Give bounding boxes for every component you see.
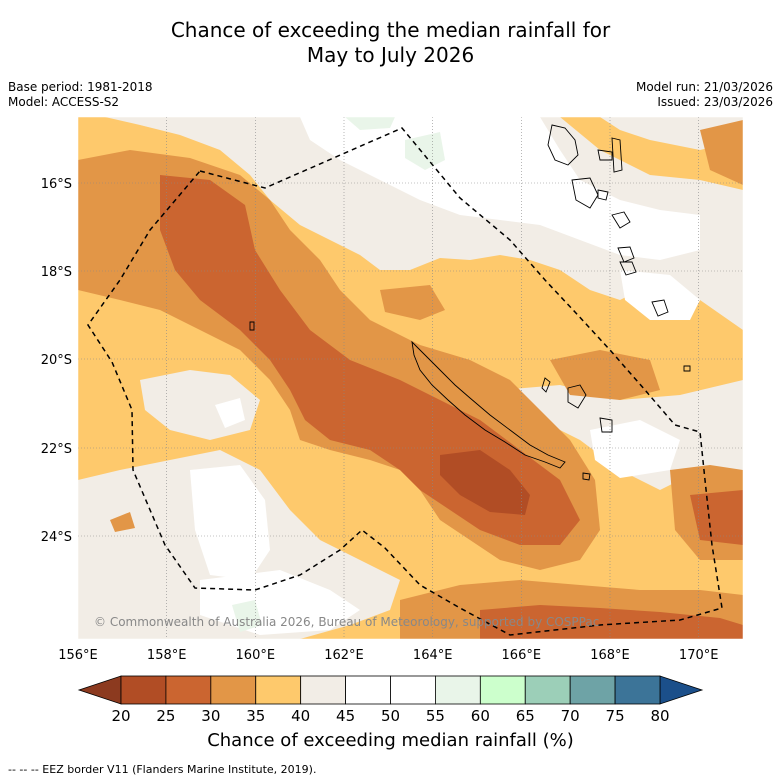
vanuatu-efate-outline xyxy=(611,211,631,229)
matthew-island-outline xyxy=(651,299,669,317)
vanuatu-tanna-outline xyxy=(619,261,637,276)
vanuatu-banks-outline xyxy=(597,149,613,161)
rainfall-probability-field xyxy=(78,117,743,639)
chart-title: Chance of exceeding the median rainfall … xyxy=(0,18,781,68)
title-line-2: May to July 2026 xyxy=(306,43,475,67)
band-55-60-north-2 xyxy=(405,132,445,170)
colorbar-swatch-40-45 xyxy=(300,675,346,705)
band-45-55-north-2 xyxy=(620,270,700,320)
copyright-notice: © Commonwealth of Australia 2026, Bureau… xyxy=(94,615,599,629)
lon-label-166: 166°E xyxy=(502,648,542,663)
colorbar: 20 25 30 35 40 45 50 55 60 65 70 75 80 xyxy=(77,675,704,725)
colorbar-tick-50: 50 xyxy=(381,707,400,725)
vanuatu-espiritu-santo-outline xyxy=(547,124,579,166)
colorbar-swatch-70-75 xyxy=(569,675,616,705)
colorbar-tick-40: 40 xyxy=(291,707,310,725)
colorbar-tick-75: 75 xyxy=(606,707,625,725)
lon-label-158: 158°E xyxy=(147,648,187,663)
colorbar-tick-20: 20 xyxy=(111,707,130,725)
model-name: Model: ACCESS-S2 xyxy=(8,95,120,109)
colorbar-tick-35: 35 xyxy=(246,707,265,725)
colorbar-swatch-55-60 xyxy=(435,675,481,705)
chesterfield-outline xyxy=(249,321,255,331)
vanuatu-maewo-outline xyxy=(611,137,623,173)
lon-label-164: 164°E xyxy=(413,648,453,663)
lon-label-162: 162°E xyxy=(324,648,364,663)
isle-of-pines-outline xyxy=(582,472,591,481)
meta-right: Model run: 21/03/2026 Issued: 23/03/2026 xyxy=(636,80,773,110)
band-30-35-west-spot xyxy=(110,512,135,532)
ouvea-island-outline xyxy=(541,377,551,393)
vanuatu-malekula-outline xyxy=(571,177,599,209)
colorbar-swatch-45-50 xyxy=(345,675,391,705)
base-period: Base period: 1981-2018 xyxy=(8,80,153,94)
colorbar-tick-45: 45 xyxy=(336,707,355,725)
colorbar-tick-25: 25 xyxy=(156,707,175,725)
lon-label-170: 170°E xyxy=(679,648,719,663)
colorbar-tick-30: 30 xyxy=(201,707,220,725)
eez-footnote: -- -- -- EEZ border V11 (Flanders Marine… xyxy=(8,763,317,776)
colorbar-swatch-50-55 xyxy=(390,675,436,705)
colorbar-swatch-20-25 xyxy=(120,675,167,705)
longitude-labels: 156°E 158°E 160°E 162°E 164°E 166°E 168°… xyxy=(58,648,718,663)
lon-label-160: 160°E xyxy=(236,648,276,663)
eez-border xyxy=(87,127,723,636)
title-line-1: Chance of exceeding the median rainfall … xyxy=(170,18,611,42)
band-45-55-north xyxy=(300,117,700,260)
vanuatu-erromango-outline xyxy=(617,246,635,263)
lat-label-22: 22°S xyxy=(41,442,72,457)
colorbar-swatch-65-70 xyxy=(524,675,571,705)
band-40-45-north xyxy=(105,117,743,330)
lon-label-156: 156°E xyxy=(58,648,98,663)
band-20-25-center xyxy=(440,450,530,515)
colorbar-tick-70: 70 xyxy=(561,707,580,725)
band-55-60-south xyxy=(232,600,262,632)
lat-label-24: 24°S xyxy=(41,530,72,545)
issued-date: Issued: 23/03/2026 xyxy=(657,95,773,109)
new-caledonia-outline xyxy=(411,340,566,469)
lat-label-18: 18°S xyxy=(41,265,72,280)
colorbar-tick-80: 80 xyxy=(650,707,669,725)
colorbar-high-extend xyxy=(659,675,704,705)
lifou-island-outline xyxy=(567,384,587,409)
mare-island-outline xyxy=(599,417,613,433)
colorbar-title: Chance of exceeding median rainfall (%) xyxy=(207,730,574,751)
hunter-island-outline xyxy=(683,365,691,372)
colorbar-tick-65: 65 xyxy=(516,707,535,725)
colorbar-tick-55: 55 xyxy=(426,707,445,725)
colorbar-swatch-25-30 xyxy=(165,675,212,705)
colorbar-swatch-60-65 xyxy=(479,675,526,705)
band-30-35-mid xyxy=(380,285,445,320)
coastlines xyxy=(249,124,691,481)
gridlines xyxy=(78,117,743,639)
lon-label-168: 168°E xyxy=(590,648,630,663)
lat-label-20: 20°S xyxy=(41,353,72,368)
band-45-55-east xyxy=(590,420,680,478)
band-55-60-north xyxy=(345,117,395,130)
lat-label-16: 16°S xyxy=(41,177,72,192)
latitude-labels: 16°S 18°S 20°S 22°S 24°S xyxy=(41,177,72,545)
colorbar-swatch-75-80 xyxy=(614,675,661,705)
band-25-30-east xyxy=(690,490,743,545)
meta-left: Base period: 1981-2018 Model: ACCESS-S2 xyxy=(8,80,153,110)
model-run: Model run: 21/03/2026 xyxy=(635,80,773,94)
band-30-35-east-mid xyxy=(550,350,660,400)
vanuatu-ambrym-outline xyxy=(597,189,609,201)
colorbar-low-extend xyxy=(77,675,122,705)
colorbar-tick-60: 60 xyxy=(471,707,490,725)
map-frame xyxy=(77,116,744,640)
colorbar-swatch-30-35 xyxy=(210,675,257,705)
band-45-55-southwest xyxy=(190,465,270,580)
band-30-35-northeast xyxy=(700,120,743,185)
band-45-55-west-spot xyxy=(215,398,245,428)
colorbar-swatch-35-40 xyxy=(255,675,302,705)
